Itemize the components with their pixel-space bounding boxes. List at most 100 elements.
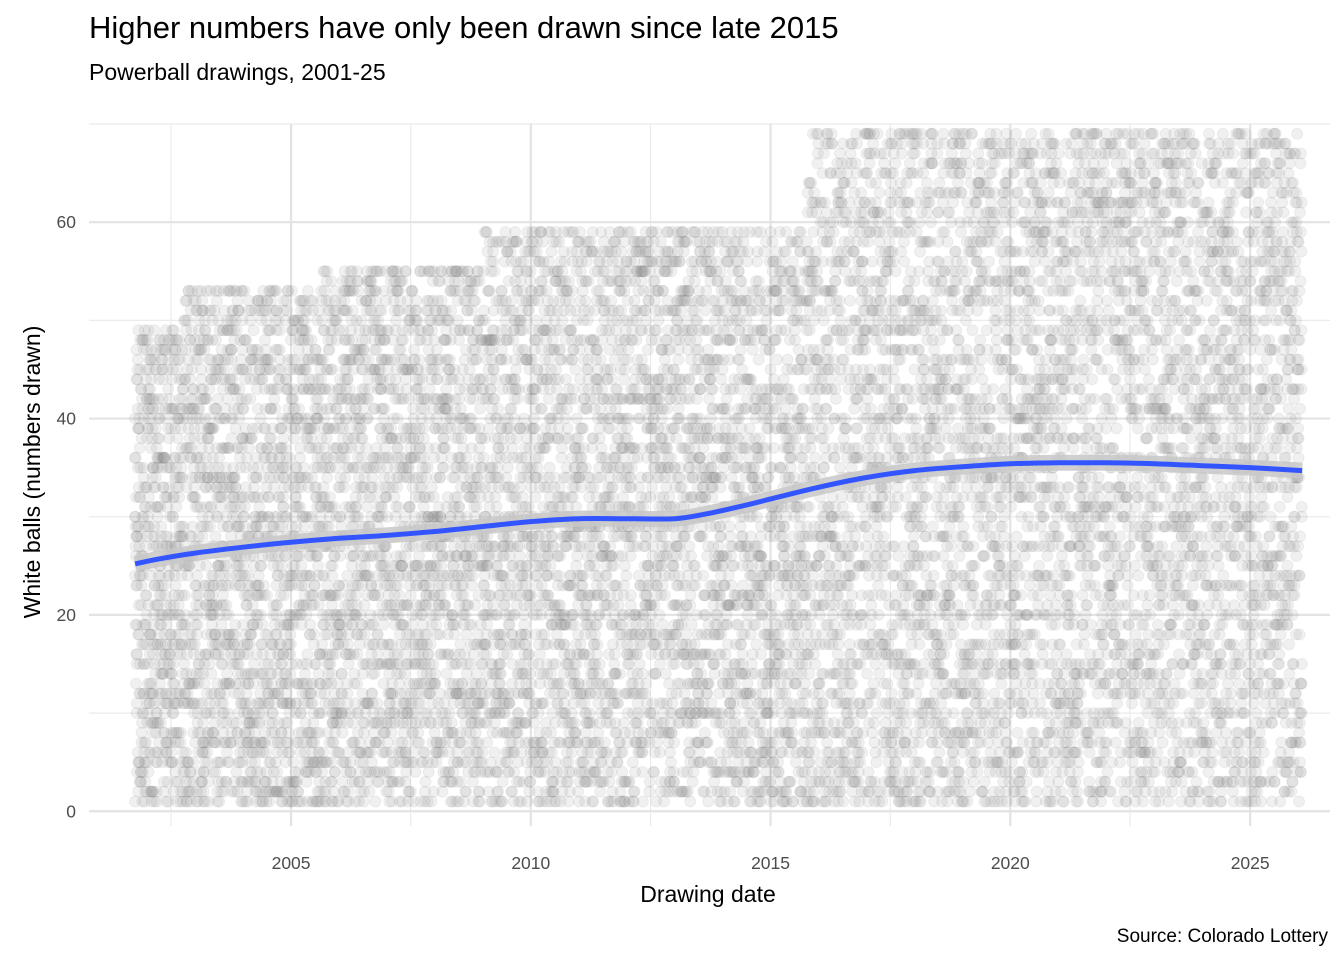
drawn-ball-point <box>437 461 450 474</box>
drawn-ball-point <box>131 530 144 543</box>
drawn-ball-point <box>308 736 321 749</box>
drawn-ball-point <box>139 775 152 788</box>
drawn-ball-point <box>327 736 340 749</box>
drawn-ball-point <box>536 235 549 248</box>
drawn-ball-point <box>427 658 440 670</box>
drawn-ball-point <box>135 383 148 396</box>
drawn-ball-point <box>477 697 490 710</box>
drawn-ball-point <box>139 589 152 602</box>
drawn-ball-point <box>270 284 283 297</box>
drawn-ball-point <box>410 294 423 307</box>
drawn-ball-point <box>413 736 426 749</box>
drawn-ball-point <box>283 451 296 464</box>
drawn-ball-point <box>542 392 555 405</box>
drawn-ball-point <box>237 402 250 415</box>
drawn-ball-point <box>133 540 146 553</box>
drawn-ball-point <box>207 422 220 435</box>
drawn-ball-point <box>130 530 142 543</box>
drawn-ball-point <box>132 324 145 337</box>
drawn-ball-point <box>141 432 153 445</box>
drawn-ball-point <box>133 491 146 504</box>
drawn-ball-point <box>240 334 253 346</box>
drawn-ball-point <box>130 677 142 690</box>
chart-subtitle: Powerball drawings, 2001-25 <box>89 59 386 85</box>
drawn-ball-point <box>523 687 536 700</box>
drawn-ball-point <box>453 500 466 513</box>
drawn-ball-point <box>137 707 150 720</box>
drawn-ball-point <box>277 432 290 445</box>
drawn-ball-point <box>191 569 204 582</box>
drawn-ball-point <box>131 520 144 533</box>
drawn-ball-point <box>320 432 333 445</box>
drawn-ball-point <box>129 510 142 523</box>
drawn-ball-point <box>138 687 151 700</box>
drawn-ball-point <box>572 785 585 798</box>
drawn-ball-point <box>264 353 277 366</box>
drawn-ball-point <box>170 500 183 513</box>
drawn-ball-point <box>131 746 144 759</box>
drawn-ball-point <box>355 422 368 435</box>
drawn-ball-point <box>135 766 148 778</box>
drawn-ball-point <box>308 579 321 592</box>
drawn-ball-point <box>349 589 362 602</box>
drawn-ball-point <box>135 579 148 592</box>
drawn-ball-point <box>175 726 187 739</box>
drawn-ball-point <box>196 530 209 543</box>
drawn-ball-point <box>130 373 143 386</box>
drawn-ball-point <box>218 687 231 700</box>
drawn-ball-point <box>133 756 146 769</box>
drawn-ball-point <box>129 618 142 631</box>
drawn-ball-point <box>131 402 144 415</box>
drawn-ball-point <box>451 314 464 327</box>
drawn-ball-point <box>130 579 142 592</box>
drawn-ball-point <box>129 540 142 553</box>
drawn-ball-point <box>132 422 145 435</box>
drawn-ball-point <box>137 334 150 346</box>
drawn-ball-point <box>460 451 473 464</box>
drawn-ball-point <box>427 491 440 504</box>
drawn-ball-point <box>205 667 218 680</box>
drawn-ball-point <box>136 392 148 405</box>
drawn-ball-point <box>439 442 452 454</box>
drawn-ball-point <box>280 294 293 307</box>
drawn-ball-point <box>581 314 594 327</box>
drawn-ball-point <box>131 353 144 366</box>
drawn-ball-point <box>134 383 147 396</box>
drawn-ball-point <box>273 324 286 337</box>
data-points <box>129 127 1308 808</box>
drawn-ball-point <box>139 618 152 631</box>
drawn-ball-point <box>173 491 186 504</box>
drawn-ball-point <box>140 736 153 749</box>
drawn-ball-point <box>139 520 152 533</box>
drawn-ball-point <box>341 373 354 386</box>
drawn-ball-point <box>357 795 370 808</box>
drawn-ball-point <box>371 697 384 710</box>
drawn-ball-point <box>129 520 142 533</box>
drawn-ball-point <box>371 628 384 641</box>
drawn-ball-point <box>308 628 321 641</box>
drawn-ball-point <box>494 667 507 680</box>
drawn-ball-point <box>569 726 582 739</box>
drawn-ball-point <box>265 432 278 445</box>
drawn-ball-point <box>249 756 261 769</box>
drawn-ball-point <box>431 363 444 376</box>
drawn-ball-point <box>390 314 403 327</box>
drawn-ball-point <box>284 638 297 651</box>
drawn-ball-point <box>266 707 279 720</box>
drawn-ball-point <box>336 726 349 739</box>
drawn-ball-point <box>357 343 370 356</box>
drawn-ball-point <box>138 658 151 670</box>
drawn-ball-point <box>140 589 153 602</box>
drawn-ball-point <box>301 648 314 661</box>
drawn-ball-point <box>130 343 143 356</box>
drawn-ball-point <box>141 530 153 543</box>
drawn-ball-point <box>221 667 233 680</box>
drawn-ball-point <box>139 618 152 631</box>
drawn-ball-point <box>553 569 566 582</box>
drawn-ball-point <box>530 314 543 327</box>
drawn-ball-point <box>409 766 422 778</box>
drawn-ball-point <box>142 766 155 778</box>
drawn-ball-point <box>559 412 572 425</box>
drawn-ball-point <box>504 245 517 258</box>
drawn-ball-point <box>524 775 537 788</box>
